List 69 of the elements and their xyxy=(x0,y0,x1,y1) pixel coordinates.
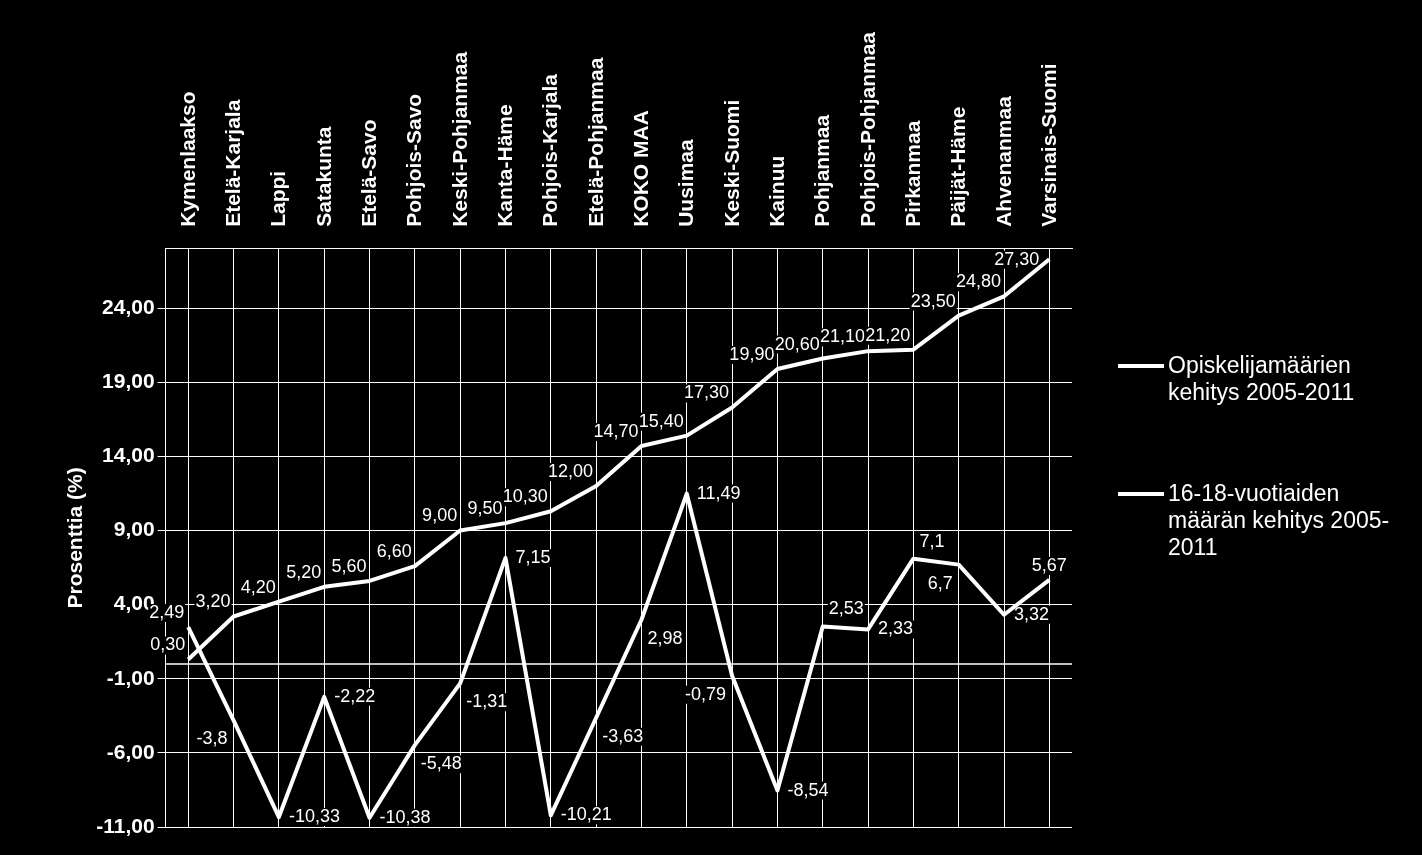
data-label: 4,20 xyxy=(240,576,276,597)
data-label: 6,7 xyxy=(927,572,953,593)
data-label: 12,00 xyxy=(548,461,594,482)
data-label: 23,50 xyxy=(910,290,956,311)
y-tick-label: -6,00 xyxy=(106,739,155,763)
data-label: -10,21 xyxy=(560,804,612,825)
data-label: 6,60 xyxy=(376,541,412,562)
data-label: 7,1 xyxy=(919,530,945,551)
x-tick-label: Etelä-Savo xyxy=(357,119,381,227)
data-label: 3,20 xyxy=(195,591,231,612)
data-label: 20,60 xyxy=(774,333,820,354)
data-label: 5,67 xyxy=(1031,554,1067,575)
data-label: 11,49 xyxy=(696,482,741,503)
data-label: -10,38 xyxy=(379,806,431,827)
x-tick-label: Pohjois-Savo xyxy=(402,93,426,227)
x-tick-label: Etelä-Karjala xyxy=(221,99,245,227)
legend-label: Opiskelijamäärien kehitys 2005-2011 xyxy=(1168,352,1355,405)
y-tick-label: -1,00 xyxy=(106,665,155,689)
data-label: 10,30 xyxy=(502,486,548,507)
y-tick-label: 14,00 xyxy=(102,443,155,467)
x-tick-label: Kanta-Häme xyxy=(493,104,517,227)
x-tick-label: Kainuu xyxy=(765,155,789,227)
data-label: 9,00 xyxy=(422,505,458,526)
data-label: 2,33 xyxy=(878,618,914,639)
data-label: -3,63 xyxy=(602,725,644,746)
x-tick-label: Etelä-Pohjanmaa xyxy=(583,57,607,227)
data-label: 24,80 xyxy=(955,271,1002,292)
x-tick-label: Keski-Pohjanmaa xyxy=(447,51,471,227)
data-label: -5,48 xyxy=(420,753,462,774)
x-tick-label: Kymenlaakso xyxy=(175,91,199,227)
x-tick-label: Varsinais-Suomi xyxy=(1036,63,1060,227)
x-tick-label: Satakunta xyxy=(311,126,335,227)
data-label: 5,20 xyxy=(286,561,322,582)
data-label: -3,8 xyxy=(196,728,228,749)
y-tick-label: 9,00 xyxy=(113,517,155,541)
data-label: -10,33 xyxy=(288,806,340,827)
x-tick-label: Päijät-Häme xyxy=(946,106,970,227)
data-label: 2,53 xyxy=(828,598,864,619)
x-tick-label: Pirkanmaa xyxy=(900,120,924,227)
y-tick-label: 19,00 xyxy=(102,369,155,393)
data-label: 14,70 xyxy=(593,420,639,441)
data-label: 15,40 xyxy=(638,410,684,431)
data-label: -0,79 xyxy=(685,683,727,704)
x-tick-label: Ahvenanmaa xyxy=(991,95,1015,227)
data-label: 0,30 xyxy=(150,634,186,655)
data-label: -2,22 xyxy=(334,685,376,706)
data-label: 9,50 xyxy=(467,498,503,519)
data-label: -8,54 xyxy=(787,779,829,800)
data-label: 5,60 xyxy=(331,555,367,576)
x-tick-label: KOKO MAA xyxy=(629,110,653,227)
y-tick-label: -11,00 xyxy=(96,813,155,837)
x-tick-label: Keski-Suomi xyxy=(719,99,743,227)
x-tick-label: Pohjois-Karjala xyxy=(538,73,562,227)
data-label: 21,20 xyxy=(865,324,911,345)
y-tick-label: 24,00 xyxy=(102,294,155,318)
x-tick-label: Uusimaa xyxy=(674,139,698,227)
legend-label: 16-18-vuotiaiden määrän kehitys 2005-2011 xyxy=(1168,480,1390,560)
data-label: 3,32 xyxy=(1014,603,1050,624)
data-label: 27,30 xyxy=(994,248,1040,269)
data-label: 19,90 xyxy=(729,343,775,364)
data-label: 21,10 xyxy=(820,326,866,347)
data-label: -1,31 xyxy=(466,691,508,712)
y-axis-title: Prosenttia (%) xyxy=(63,467,87,609)
data-label: 2,98 xyxy=(647,627,683,648)
x-tick-label: Pohjois-Pohjanmaa xyxy=(855,31,879,227)
x-tick-label: Lappi xyxy=(266,170,290,227)
data-label: 7,15 xyxy=(515,546,551,567)
x-tick-label: Pohjanmaa xyxy=(810,114,834,227)
data-label: 17,30 xyxy=(684,382,730,403)
